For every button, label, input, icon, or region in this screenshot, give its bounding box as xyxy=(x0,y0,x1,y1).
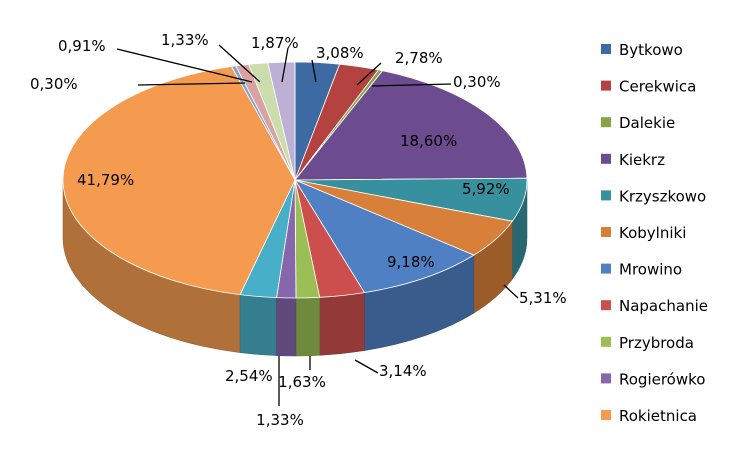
legend-label: Dalekie xyxy=(619,114,675,132)
data-label-przybroda: 1,63% xyxy=(278,373,326,391)
legend-item-napachanie: Napachanie xyxy=(601,297,708,315)
legend: Bytkowo Cerekwica Dalekie Kiekrz Krzyszkowo K… xyxy=(601,41,708,425)
data-label-unlabeled-15: 1,87% xyxy=(251,34,299,52)
pie-side-przybroda xyxy=(295,297,320,357)
legend-swatch xyxy=(601,336,611,347)
pie-side-napachanie xyxy=(319,292,365,356)
data-label-napachanie: 3,14% xyxy=(379,362,427,380)
legend-item-kiekrz: Kiekrz xyxy=(601,151,665,169)
legend-label: Napachanie xyxy=(619,297,708,315)
data-label-cerekwica: 2,78% xyxy=(395,49,443,67)
legend-label: Bytkowo xyxy=(619,41,683,59)
leader-line xyxy=(356,62,382,86)
legend-swatch xyxy=(601,190,611,201)
pie-slice-unlabeled-15 xyxy=(267,61,296,181)
data-label-dalekie: 0,30% xyxy=(453,73,501,91)
pie-side-rogierowko xyxy=(276,297,297,357)
data-label-krzyszkowo: 5,92% xyxy=(462,180,510,198)
data-label-kobylniki: 5,31% xyxy=(519,289,567,307)
legend-item-krzyszkowo: Krzyszkowo xyxy=(601,187,706,205)
pie-side-unlabeled-10 xyxy=(239,294,277,356)
legend-label: Kobylniki xyxy=(619,224,686,242)
data-label-unlabeled-14: 1,33% xyxy=(161,31,209,49)
legend-item-bytkowo: Bytkowo xyxy=(601,41,683,59)
leader-line xyxy=(281,47,289,83)
data-label-kiekrz: 18,60% xyxy=(400,132,457,150)
data-label-rogierowko: 1,33% xyxy=(256,411,304,429)
legend-label: Krzyszkowo xyxy=(619,187,706,205)
legend-label: Przybroda xyxy=(619,334,694,352)
legend-swatch xyxy=(601,153,611,164)
pie-slices xyxy=(62,61,528,299)
pie-slice-rokietnica xyxy=(62,66,296,296)
leader-line xyxy=(311,59,317,83)
legend-item-kobylniki: Kobylniki xyxy=(601,224,686,242)
legend-swatch xyxy=(601,80,611,91)
legend-label: Kiekrz xyxy=(619,151,665,169)
leader-line xyxy=(371,83,452,87)
data-labels: 3,08% 2,78% 0,30% 18,60% 5,92% 5,31% 9,18% 3,14… xyxy=(30,31,567,429)
legend-item-rokietnica: Rokietnica xyxy=(601,407,697,425)
legend-item-przybroda: Przybroda xyxy=(601,334,694,352)
legend-label: Rokietnica xyxy=(619,407,697,425)
leader-line xyxy=(503,284,519,299)
legend-item-mrowino: Mrowino xyxy=(601,261,682,279)
data-label-unlabeled-10: 2,54% xyxy=(225,367,273,385)
legend-swatch xyxy=(601,227,611,237)
leader-line xyxy=(116,48,253,83)
data-label-rokietnica: 41,79% xyxy=(77,171,134,189)
legend-swatch xyxy=(601,410,611,420)
leader-line xyxy=(354,359,379,374)
data-label-bytkowo: 3,08% xyxy=(316,44,364,62)
legend-label: Cerekwica xyxy=(619,78,696,96)
pie-slice-kiekrz xyxy=(294,70,528,181)
data-label-mrowino: 9,18% xyxy=(387,253,435,271)
legend-swatch xyxy=(601,373,611,384)
leader-line xyxy=(137,82,246,86)
legend-swatch xyxy=(601,117,611,128)
legend-swatch xyxy=(601,263,611,274)
legend-item-cerekwica: Cerekwica xyxy=(601,78,696,96)
legend-item-rogierowko: Rogierówko xyxy=(601,370,705,388)
legend-label: Rogierówko xyxy=(619,370,705,388)
data-label-unlabeled-12: 0,30% xyxy=(30,75,78,93)
leader-line xyxy=(218,44,261,83)
legend-swatch xyxy=(601,44,611,54)
pie-slice-mrowino xyxy=(294,179,475,294)
legend-label: Mrowino xyxy=(619,261,682,279)
data-label-unlabeled-13: 0,91% xyxy=(58,37,106,55)
legend-item-dalekie: Dalekie xyxy=(601,114,675,132)
legend-swatch xyxy=(601,300,611,311)
